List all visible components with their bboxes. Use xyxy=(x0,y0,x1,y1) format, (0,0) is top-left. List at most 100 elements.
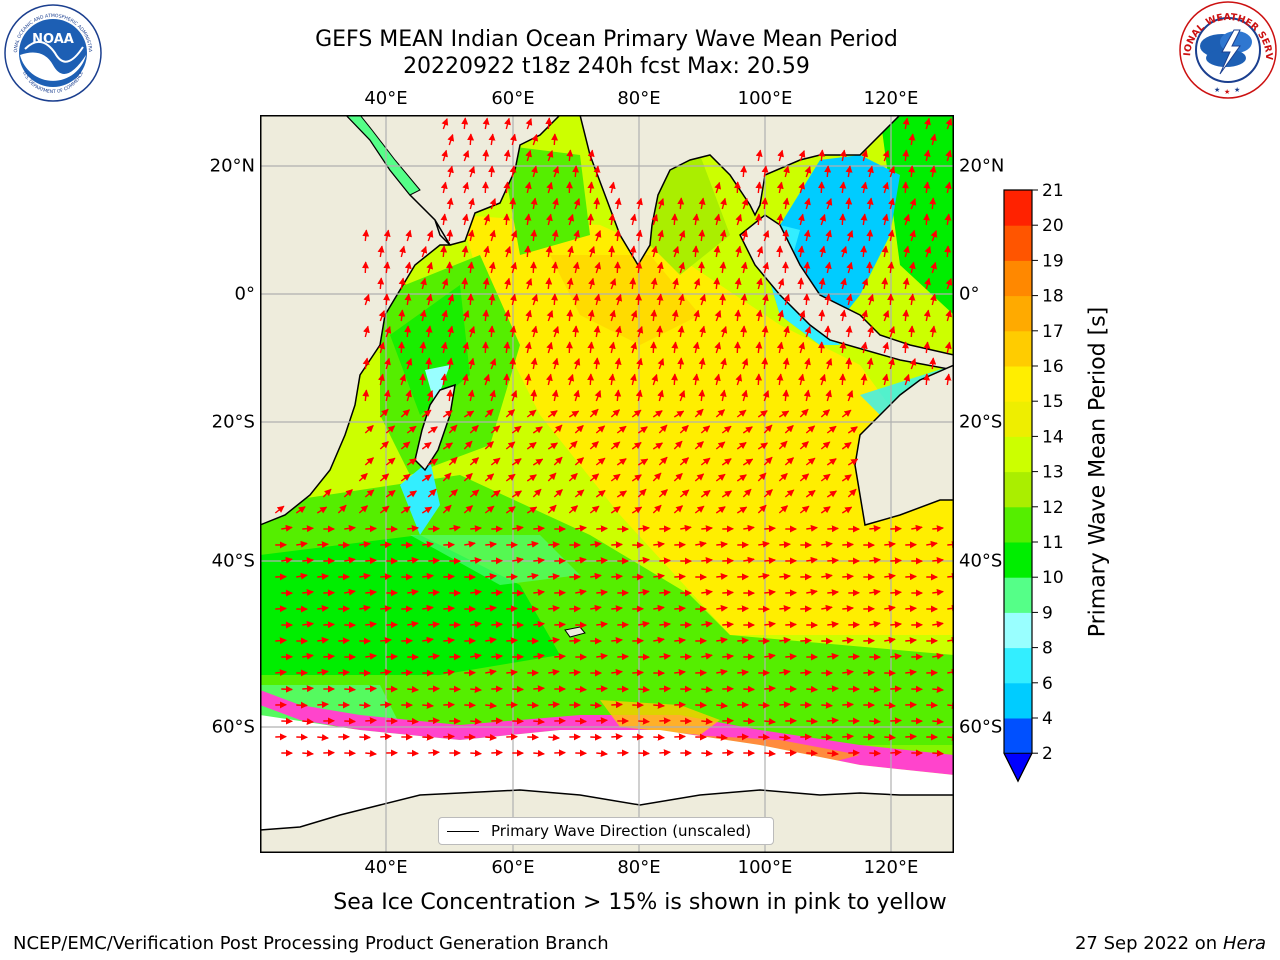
wave-arrow xyxy=(805,457,816,466)
wave-arrow xyxy=(364,489,375,498)
wave-arrow xyxy=(525,149,532,162)
wave-arrow xyxy=(777,278,785,290)
wave-arrow xyxy=(509,133,517,146)
wave-arrow xyxy=(945,309,952,322)
wave-arrow xyxy=(343,489,353,498)
wave-arrow xyxy=(527,572,539,580)
wave-arrow xyxy=(887,293,895,306)
wave-arrow xyxy=(804,165,812,178)
right-lat-label: 40°S xyxy=(959,550,1003,572)
wave-arrow xyxy=(302,685,314,693)
wave-arrow xyxy=(903,245,910,258)
wave-arrow xyxy=(740,261,748,274)
wave-arrow xyxy=(469,424,479,434)
colorbar-tick-label: 16 xyxy=(1042,357,1064,377)
top-lon-label: 80°E xyxy=(617,88,661,109)
wave-arrow xyxy=(755,373,763,386)
wave-arrow xyxy=(442,472,452,482)
wave-arrow xyxy=(902,117,910,130)
wave-arrow xyxy=(595,425,606,434)
wave-arrow xyxy=(761,197,769,210)
wave-arrow xyxy=(552,197,559,210)
wave-arrow xyxy=(482,149,490,162)
wave-arrow xyxy=(869,685,881,693)
wave-arrow xyxy=(302,557,314,565)
wave-arrow xyxy=(377,245,385,258)
wave-arrow xyxy=(440,373,448,386)
wave-arrow xyxy=(826,425,837,434)
wave-arrow xyxy=(505,506,516,514)
right-lat-label: 60°S xyxy=(959,716,1003,738)
wave-arrow xyxy=(467,293,475,306)
wave-arrow xyxy=(482,117,490,130)
wave-arrow xyxy=(547,442,558,450)
wave-arrow xyxy=(847,458,859,466)
wave-arrow xyxy=(317,573,329,581)
wave-arrow xyxy=(302,620,314,628)
colorbar-tick-label: 21 xyxy=(1042,181,1064,201)
wave-arrow xyxy=(890,621,902,629)
wave-arrow xyxy=(575,524,587,532)
wave-arrow xyxy=(611,733,623,741)
wave-arrow xyxy=(359,572,371,580)
wave-arrow xyxy=(782,229,790,242)
wave-arrow xyxy=(548,701,560,709)
wave-arrow xyxy=(929,165,937,178)
wave-arrow xyxy=(422,604,434,612)
wave-arrow xyxy=(322,488,332,498)
top-lon-label: 100°E xyxy=(737,88,793,109)
left-lat-label: 60°S xyxy=(211,716,255,738)
wave-arrow xyxy=(596,749,608,757)
wave-arrow xyxy=(615,293,623,306)
wave-arrow xyxy=(385,425,396,434)
wave-arrow xyxy=(575,685,587,693)
colorbar-segment xyxy=(1004,401,1032,437)
wave-arrow xyxy=(462,150,470,162)
wave-arrow xyxy=(484,441,494,450)
wave-arrow xyxy=(653,572,665,580)
wave-arrow xyxy=(615,325,622,338)
wave-arrow xyxy=(821,733,833,741)
wave-arrow xyxy=(587,309,595,322)
wave-arrow xyxy=(316,506,328,514)
wave-arrow xyxy=(504,245,512,258)
wave-arrow xyxy=(698,197,706,210)
wave-arrow xyxy=(867,293,875,306)
wave-arrow xyxy=(362,357,370,370)
wave-arrow xyxy=(908,261,916,274)
wave-arrow xyxy=(827,557,839,565)
wave-arrow xyxy=(653,541,665,548)
wave-arrow xyxy=(552,165,560,178)
wave-arrow xyxy=(526,409,537,418)
wave-arrow xyxy=(755,213,763,226)
wave-arrow xyxy=(841,474,852,482)
wave-arrow xyxy=(884,636,896,644)
wave-direction-arrows xyxy=(274,117,954,757)
wave-arrow xyxy=(715,441,726,450)
wave-arrow xyxy=(407,525,419,532)
wave-arrow xyxy=(616,425,627,434)
wave-arrow xyxy=(295,506,306,514)
wave-arrow xyxy=(616,490,627,498)
wave-arrow xyxy=(527,701,539,709)
wave-arrow xyxy=(566,309,574,322)
wave-arrow xyxy=(568,440,578,450)
colorbar: 2 4 6 8 9 10 11 12 13 14 15 16 17 18 19 20 21 xyxy=(1003,181,1064,783)
wave-arrow xyxy=(488,133,496,146)
wave-arrow xyxy=(610,506,621,514)
wave-arrow xyxy=(741,198,749,210)
wave-arrow xyxy=(720,197,727,210)
wave-arrow xyxy=(490,425,501,434)
wave-arrow xyxy=(489,229,496,242)
wave-arrow xyxy=(743,524,755,532)
wave-arrow xyxy=(929,357,937,370)
wave-arrow xyxy=(840,245,848,258)
wave-arrow xyxy=(673,472,683,482)
colorbar-tick-label: 13 xyxy=(1042,463,1064,483)
wave-arrow xyxy=(764,620,776,628)
wave-arrow xyxy=(383,261,391,274)
wave-arrow xyxy=(846,261,854,274)
wave-arrow xyxy=(448,489,458,498)
wave-arrow xyxy=(924,245,932,258)
wave-arrow xyxy=(385,457,396,466)
